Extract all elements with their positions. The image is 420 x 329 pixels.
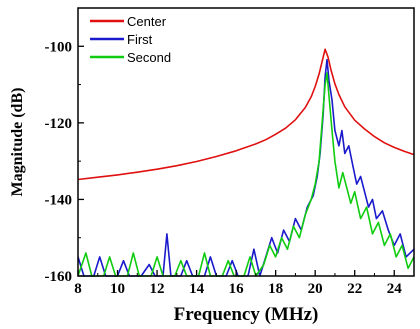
x-tick-label: 14 (189, 281, 205, 297)
plot-frame (77, 7, 415, 277)
legend-label-center: Center (127, 14, 167, 29)
x-tick-label: 24 (387, 281, 403, 297)
x-axis-title: Frequency (MHz) (174, 304, 319, 325)
y-tick-label: -140 (45, 192, 73, 208)
x-axis: 8 10 12 14 16 18 20 22 24 (74, 270, 402, 297)
y-tick-label: -120 (45, 116, 73, 132)
series-layer (77, 48, 415, 277)
y-tick-label: -100 (45, 39, 73, 55)
x-tick-label: 22 (347, 281, 362, 297)
legend-label-first: First (127, 32, 153, 47)
y-axis: -100 -120 -140 -160 (45, 39, 84, 285)
x-tick-label: 18 (268, 281, 283, 297)
x-tick-label: 8 (74, 281, 82, 297)
y-tick-label: -160 (45, 269, 73, 285)
legend-label-second: Second (127, 50, 171, 65)
legend: Center First Second (90, 14, 171, 65)
x-tick-label: 12 (150, 281, 165, 297)
x-tick-label: 20 (308, 281, 323, 297)
x-tick-label: 10 (110, 281, 125, 297)
series-line-center (77, 48, 415, 181)
series-line-second (77, 72, 415, 277)
x-tick-label: 16 (229, 281, 245, 297)
y-axis-title: Magnitude (dB) (9, 88, 26, 197)
series-line-first (77, 58, 415, 277)
